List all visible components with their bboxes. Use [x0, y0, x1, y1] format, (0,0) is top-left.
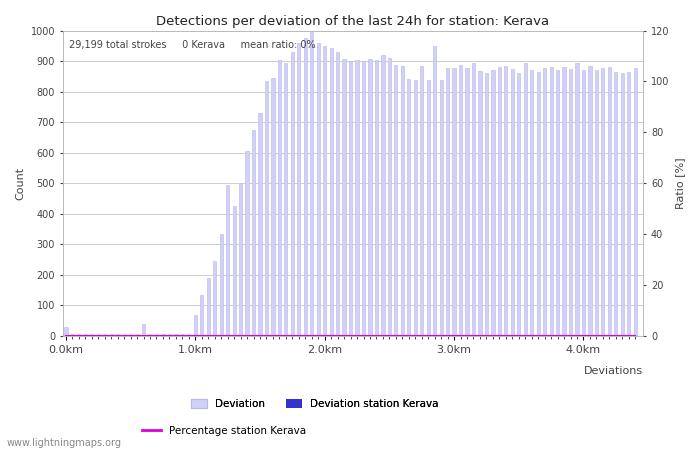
Bar: [194, 315, 197, 336]
Bar: [116, 334, 119, 336]
Y-axis label: Count: Count: [15, 166, 25, 200]
Bar: [136, 334, 139, 336]
Legend: Percentage station Kerava: Percentage station Kerava: [138, 422, 310, 440]
Bar: [627, 72, 631, 336]
Bar: [148, 334, 152, 336]
Bar: [174, 334, 178, 336]
Bar: [634, 68, 637, 336]
Bar: [382, 55, 384, 336]
Bar: [511, 69, 514, 336]
Bar: [433, 46, 436, 336]
Bar: [349, 61, 352, 336]
Bar: [298, 43, 300, 336]
Bar: [272, 78, 274, 336]
Title: Detections per deviation of the last 24h for station: Kerava: Detections per deviation of the last 24h…: [156, 15, 550, 28]
Bar: [316, 43, 320, 336]
Bar: [155, 334, 158, 336]
Bar: [226, 185, 230, 336]
Bar: [71, 334, 74, 336]
Bar: [252, 130, 256, 336]
Bar: [543, 68, 546, 336]
Bar: [103, 334, 106, 336]
Bar: [368, 59, 372, 336]
Bar: [168, 334, 171, 336]
Bar: [64, 327, 67, 336]
Bar: [407, 79, 410, 336]
Bar: [336, 52, 340, 336]
Bar: [278, 59, 281, 336]
Bar: [556, 70, 559, 336]
Bar: [491, 70, 494, 336]
Y-axis label: Ratio [%]: Ratio [%]: [675, 158, 685, 209]
Bar: [394, 65, 398, 336]
Bar: [362, 61, 365, 336]
Bar: [485, 73, 488, 336]
Bar: [400, 66, 404, 336]
Bar: [187, 334, 190, 336]
Bar: [517, 73, 520, 336]
Bar: [84, 334, 87, 336]
Bar: [588, 66, 592, 336]
Bar: [414, 81, 417, 336]
Bar: [446, 68, 449, 336]
Bar: [575, 63, 579, 336]
Bar: [304, 38, 307, 336]
Bar: [530, 70, 533, 336]
Bar: [608, 67, 611, 336]
Bar: [110, 334, 113, 336]
Bar: [239, 183, 242, 336]
Bar: [504, 66, 508, 336]
Bar: [356, 60, 358, 336]
Bar: [601, 68, 605, 336]
Text: Deviations: Deviations: [584, 366, 643, 377]
Bar: [122, 334, 126, 336]
Bar: [206, 278, 210, 336]
Bar: [232, 206, 236, 336]
Bar: [595, 70, 598, 336]
Bar: [246, 151, 248, 336]
Bar: [524, 63, 527, 336]
Bar: [258, 113, 262, 336]
Bar: [498, 67, 501, 336]
Bar: [466, 68, 468, 336]
Bar: [290, 52, 294, 336]
Bar: [213, 261, 216, 336]
Bar: [220, 234, 223, 336]
Bar: [562, 67, 566, 336]
Bar: [181, 334, 184, 336]
Bar: [342, 58, 346, 336]
Bar: [310, 31, 314, 336]
Bar: [284, 63, 288, 336]
Bar: [426, 80, 430, 336]
Legend: Deviation, Deviation station Kerava: Deviation, Deviation station Kerava: [187, 395, 443, 413]
Bar: [420, 66, 424, 336]
Bar: [478, 71, 482, 336]
Bar: [265, 81, 268, 336]
Bar: [90, 334, 93, 336]
Bar: [582, 70, 585, 336]
Bar: [77, 334, 80, 336]
Bar: [569, 69, 572, 336]
Bar: [537, 72, 540, 336]
Bar: [459, 65, 462, 336]
Bar: [161, 334, 164, 336]
Bar: [621, 73, 624, 336]
Bar: [330, 48, 332, 336]
Bar: [388, 58, 391, 336]
Bar: [129, 334, 132, 336]
Bar: [452, 68, 456, 336]
Text: 29,199 total strokes     0 Kerava     mean ratio: 0%: 29,199 total strokes 0 Kerava mean ratio…: [69, 40, 315, 50]
Bar: [142, 324, 145, 336]
Bar: [440, 80, 443, 336]
Bar: [374, 59, 378, 336]
Bar: [200, 295, 204, 336]
Bar: [323, 46, 326, 336]
Bar: [550, 67, 553, 336]
Bar: [614, 72, 617, 336]
Bar: [97, 334, 100, 336]
Bar: [472, 63, 475, 336]
Text: www.lightningmaps.org: www.lightningmaps.org: [7, 438, 122, 448]
